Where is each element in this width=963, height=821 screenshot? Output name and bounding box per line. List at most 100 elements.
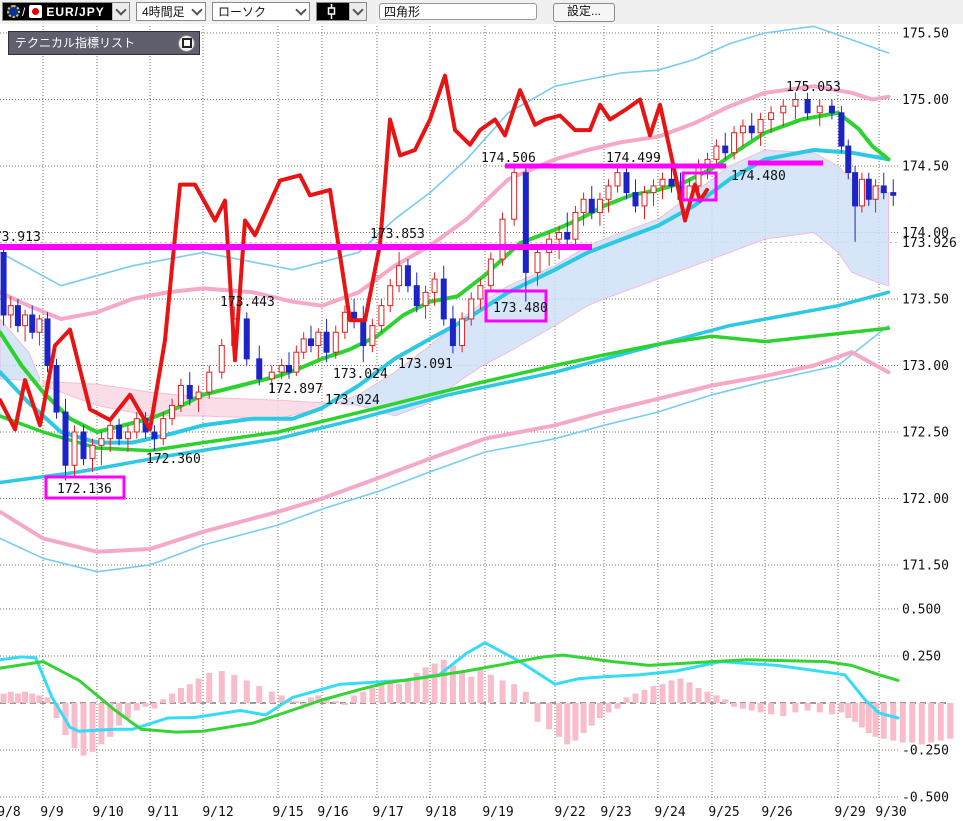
macd-histogram-bar bbox=[534, 703, 541, 722]
macd-histogram-bar bbox=[792, 703, 799, 713]
chevron-down-icon bbox=[112, 3, 129, 20]
macd-histogram-bar bbox=[695, 687, 702, 703]
chart-type-select[interactable]: ローソク bbox=[212, 2, 310, 21]
price-annotation: 173.853 bbox=[370, 227, 425, 242]
price-annotation: 174.506 bbox=[481, 151, 536, 166]
macd-histogram-bar bbox=[160, 699, 167, 703]
settings-button[interactable]: 設定... bbox=[553, 3, 615, 22]
x-axis-label: 9/9 bbox=[40, 805, 63, 820]
macd-histogram-bar bbox=[195, 678, 202, 703]
candle-bullish bbox=[580, 198, 587, 214]
current-price-label: 173.926 bbox=[902, 236, 957, 251]
restore-window-button[interactable] bbox=[178, 35, 195, 52]
macd-histogram-bar bbox=[413, 672, 420, 703]
candle-bullish bbox=[107, 424, 114, 440]
candle-bearish bbox=[360, 318, 367, 347]
candle-bearish bbox=[852, 172, 859, 207]
candle-bearish bbox=[865, 178, 872, 200]
macd-histogram-bar bbox=[477, 669, 484, 703]
y-axis-label: -0.500 bbox=[902, 791, 949, 806]
macd-histogram-bar bbox=[947, 703, 954, 739]
candle-bearish bbox=[53, 365, 60, 413]
y-axis-label: -0.250 bbox=[902, 744, 949, 759]
macd-histogram-bar bbox=[614, 703, 621, 709]
x-axis-label: 9/10 bbox=[92, 805, 123, 820]
candle-bullish bbox=[396, 265, 403, 287]
macd-histogram-bar bbox=[7, 691, 14, 703]
candle-bullish bbox=[431, 278, 438, 293]
macd-histogram-bar bbox=[169, 693, 176, 703]
macd-histogram-bar bbox=[22, 691, 29, 703]
candle-bearish bbox=[29, 314, 36, 333]
candle-bullish bbox=[160, 418, 167, 440]
candle-bearish bbox=[404, 265, 411, 287]
candle-bullish bbox=[422, 291, 429, 307]
x-axis-label: 9/15 bbox=[272, 805, 303, 820]
y-axis-label: 172.00 bbox=[902, 492, 949, 507]
candle-bullish bbox=[534, 251, 541, 273]
candle-bearish bbox=[522, 172, 529, 273]
macd-histogram-bar bbox=[98, 703, 105, 745]
x-axis-label: 9/24 bbox=[654, 805, 685, 820]
macd-histogram-bar bbox=[487, 674, 494, 703]
candle-bearish bbox=[668, 178, 675, 187]
candle-bullish bbox=[572, 212, 579, 240]
macd-histogram-bar bbox=[588, 703, 595, 726]
macd-histogram-bar bbox=[511, 684, 518, 703]
drawing-tool-input[interactable] bbox=[379, 3, 537, 20]
candle-bullish bbox=[315, 331, 322, 347]
candle-bullish bbox=[499, 218, 506, 260]
candle-bearish bbox=[828, 105, 835, 114]
macd-histogram-bar bbox=[816, 703, 823, 713]
y-axis-label: 173.50 bbox=[902, 293, 949, 308]
y-axis-label: 0.500 bbox=[902, 603, 941, 618]
y-axis-label: 173.00 bbox=[902, 359, 949, 374]
candle-bearish bbox=[256, 358, 263, 380]
macd-histogram-bar bbox=[387, 680, 394, 703]
candle-bullish bbox=[268, 371, 275, 380]
macd-histogram-bar bbox=[341, 703, 348, 705]
price-annotation: 173.024 bbox=[333, 367, 388, 382]
candle-bullish bbox=[7, 305, 14, 316]
macd-histogram-bar bbox=[757, 703, 764, 713]
macd-histogram-bar bbox=[278, 695, 285, 703]
macd-histogram-bar bbox=[713, 695, 720, 703]
currency-pair-select[interactable]: / EUR/JPY bbox=[2, 2, 130, 21]
macd-histogram-bar bbox=[872, 703, 879, 737]
long-term-ma-line bbox=[0, 290, 891, 485]
macd-histogram-bar bbox=[918, 703, 925, 745]
candle-bullish bbox=[487, 258, 494, 287]
candle-bullish bbox=[659, 178, 666, 187]
candle-bearish bbox=[804, 99, 811, 114]
y-axis-label: 171.50 bbox=[902, 559, 949, 574]
lagging-span-line bbox=[0, 73, 709, 432]
macd-histogram-bar bbox=[641, 689, 648, 703]
candle-bullish bbox=[792, 99, 799, 107]
macd-histogram-bar bbox=[332, 701, 339, 703]
price-annotation: 174.499 bbox=[606, 151, 661, 166]
japan-flag-icon bbox=[29, 5, 43, 18]
candle-bullish bbox=[293, 351, 300, 373]
candle-bullish bbox=[459, 318, 466, 347]
macd-histogram-bar bbox=[308, 697, 314, 703]
band-lower-outer-line bbox=[0, 324, 890, 573]
macd-histogram-bar bbox=[300, 703, 307, 705]
candle-bearish bbox=[722, 145, 729, 154]
x-axis-label: 9/12 bbox=[202, 805, 233, 820]
drawn-rectangle bbox=[44, 475, 126, 500]
candle-bullish bbox=[278, 365, 285, 373]
macd-histogram-bar bbox=[459, 671, 466, 703]
price-annotation: 174.480 bbox=[731, 169, 786, 184]
technical-indicator-list-panel[interactable]: テクニカル指標リスト bbox=[8, 31, 200, 55]
candle-style-select[interactable] bbox=[316, 2, 367, 21]
candle-bearish bbox=[748, 125, 755, 134]
candle-bullish bbox=[124, 431, 131, 440]
macd-histogram-bar bbox=[53, 703, 60, 719]
candle-bearish bbox=[845, 145, 852, 174]
candle-bearish bbox=[440, 278, 447, 320]
timeframe-select[interactable]: 4時間足 bbox=[136, 2, 206, 21]
candle-bearish bbox=[286, 365, 292, 373]
macd-histogram-bar bbox=[880, 703, 887, 739]
